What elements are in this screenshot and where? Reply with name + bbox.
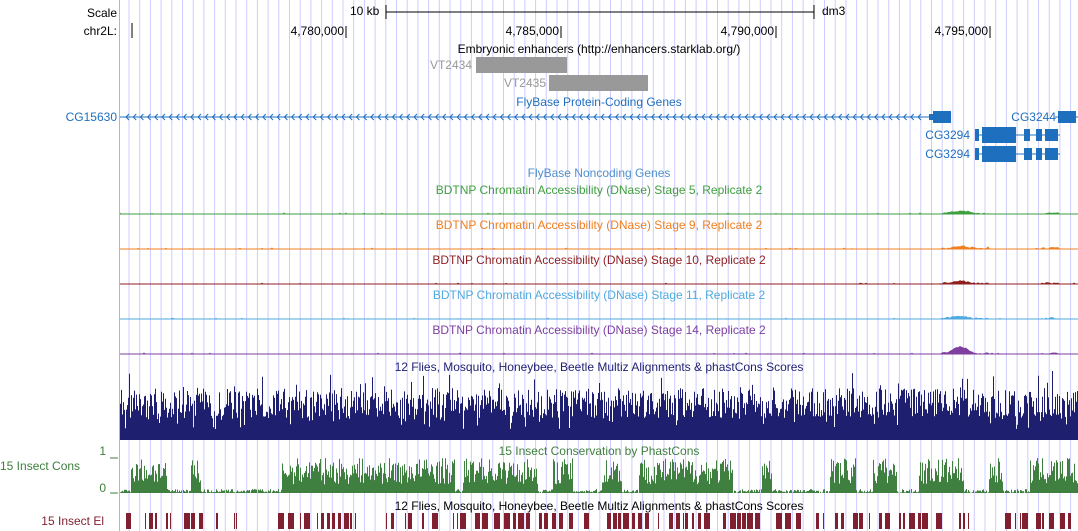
ruler-position-2: 4,785,000 — [505, 24, 559, 38]
track-title-phastcons[interactable]: 15 Insect Conservation by PhastCons — [498, 444, 700, 458]
phastcons-plot — [120, 458, 1078, 493]
gene-cg3244[interactable] — [1055, 111, 1078, 123]
phastcons-side-label[interactable]: 15 Insect Cons — [0, 459, 81, 473]
gene-label-cg3294-2[interactable]: CG3294 — [925, 147, 970, 161]
assembly-label: dm3 — [822, 4, 846, 18]
multiz-conservation-plot — [120, 371, 1078, 440]
gene-label-cg3294-1[interactable]: CG3294 — [925, 128, 970, 142]
track-title-dnase-stage11[interactable]: BDTNP Chromatin Accessibility (DNase) St… — [432, 288, 766, 302]
gene-label-cg15630[interactable]: CG15630 — [65, 110, 117, 124]
enhancer-vt2434-label[interactable]: VT2434 — [429, 58, 472, 72]
enhancer-vt2434-block[interactable] — [476, 57, 567, 73]
phastcons-ymax: 1 — [99, 444, 106, 458]
chrom-label: chr2L: — [83, 24, 117, 38]
track-title-elements[interactable]: 12 Flies, Mosquito, Honeybee, Beetle Mul… — [394, 499, 804, 513]
position-ruler-ticks — [131, 23, 991, 38]
track-title-dnase-stage9[interactable]: BDTNP Chromatin Accessibility (DNase) St… — [435, 218, 763, 232]
track-title-dnase-stage10[interactable]: BDTNP Chromatin Accessibility (DNase) St… — [432, 253, 766, 267]
dnase-plot-3 — [120, 280, 1078, 285]
ruler-position-4: 4,795,000 — [934, 24, 988, 38]
phastcons-ymin: 0 — [99, 481, 106, 495]
dnase-plot-5 — [120, 346, 1078, 355]
gene-label-cg3244[interactable]: CG3244 — [1011, 110, 1056, 124]
gene-cg15630[interactable] — [120, 111, 951, 123]
dnase-plot-1 — [120, 210, 1078, 215]
track-title-flybase-coding[interactable]: FlyBase Protein-Coding Genes — [516, 95, 682, 109]
enhancer-vt2435-label[interactable]: VT2435 — [503, 76, 546, 90]
scale-bar — [385, 5, 815, 19]
elements-side-label[interactable]: 15 Insect El — [41, 514, 104, 528]
gene-cg3294-isoform-1[interactable] — [975, 127, 1060, 143]
scale-label: Scale — [86, 6, 117, 20]
track-title-enhancers[interactable]: Embryonic enhancers (http://enhancers.st… — [457, 42, 741, 56]
dnase-plot-4 — [120, 315, 1078, 320]
dnase-signal-plots — [120, 210, 1078, 355]
enhancer-vt2435-block[interactable] — [549, 75, 648, 91]
gene-cg3294-isoform-2[interactable] — [975, 146, 1060, 162]
conserved-elements-plot — [126, 513, 1071, 529]
grid-lines — [128, 0, 1072, 531]
ruler-position-3: 4,790,000 — [720, 24, 774, 38]
scale-bar-value: 10 kb — [350, 4, 380, 18]
dnase-plot-2 — [120, 245, 1078, 250]
track-title-multiz[interactable]: 12 Flies, Mosquito, Honeybee, Beetle Mul… — [394, 360, 804, 374]
track-title-flybase-noncoding[interactable]: FlyBase Noncoding Genes — [527, 166, 671, 180]
track-title-dnase-stage5[interactable]: BDTNP Chromatin Accessibility (DNase) St… — [435, 183, 763, 197]
track-title-dnase-stage14[interactable]: BDTNP Chromatin Accessibility (DNase) St… — [432, 323, 766, 337]
ruler-position-1: 4,780,000 — [290, 24, 344, 38]
